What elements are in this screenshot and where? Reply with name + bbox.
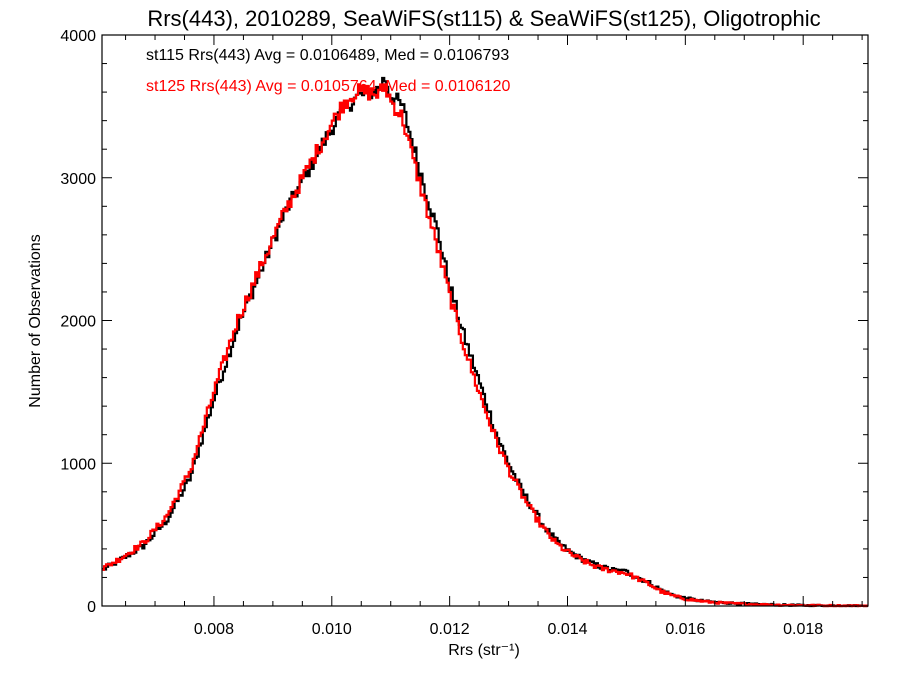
y-tick-label: 1000 [60,456,96,473]
plot-frame [101,34,869,607]
legend-entry-st125: st125 Rrs(443) Avg = 0.0105764, Med = 0.… [146,78,511,95]
y-tick-label: 3000 [60,171,96,188]
x-tick-label: 0.016 [665,621,705,638]
y-tick-label: 2000 [60,314,96,331]
y-tick-label: 0 [87,599,96,616]
x-tick-label: 0.008 [194,621,234,638]
y-tick-label: 4000 [60,28,96,45]
y-axis-label: Number of Observations [27,234,44,407]
x-tick-label: 0.010 [312,621,352,638]
legend-entry-st115: st115 Rrs(443) Avg = 0.0106489, Med = 0.… [146,47,509,64]
chart-title: Rrs(443), 2010289, SeaWiFS(st115) & SeaW… [147,6,820,31]
x-tick-label: 0.014 [547,621,587,638]
x-tick-label: 0.012 [430,621,470,638]
series-line-st125 [102,83,868,608]
x-tick-label: 0.018 [783,621,823,638]
plot-area: 0.008 0.010 0.012 0.014 0.016 0.018 0 1000 2000 3… [60,28,869,638]
series-line-st115 [102,76,868,608]
x-axis-label: Rrs (str⁻¹) [448,642,520,659]
